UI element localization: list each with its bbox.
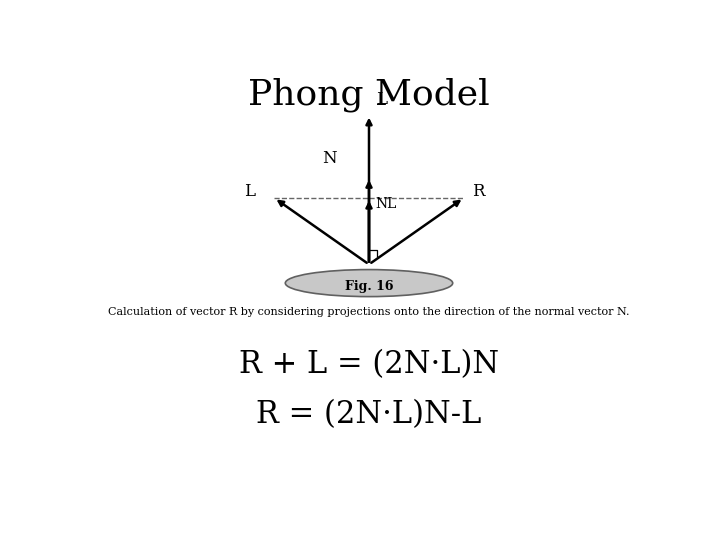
Text: N: N	[323, 150, 337, 167]
Text: Phong Model: Phong Model	[248, 77, 490, 112]
Text: R = (2N·L)N-L: R = (2N·L)N-L	[256, 399, 482, 430]
Text: R: R	[472, 183, 485, 200]
Text: NL: NL	[376, 197, 397, 211]
Text: L: L	[243, 183, 255, 200]
Text: Calculation of vector R by considering projections onto the direction of the nor: Calculation of vector R by considering p…	[108, 307, 630, 317]
Ellipse shape	[285, 269, 453, 296]
Text: L: L	[377, 91, 387, 109]
Text: R + L = (2N·L)N: R + L = (2N·L)N	[239, 349, 499, 380]
Text: Fig. 16: Fig. 16	[345, 280, 393, 293]
